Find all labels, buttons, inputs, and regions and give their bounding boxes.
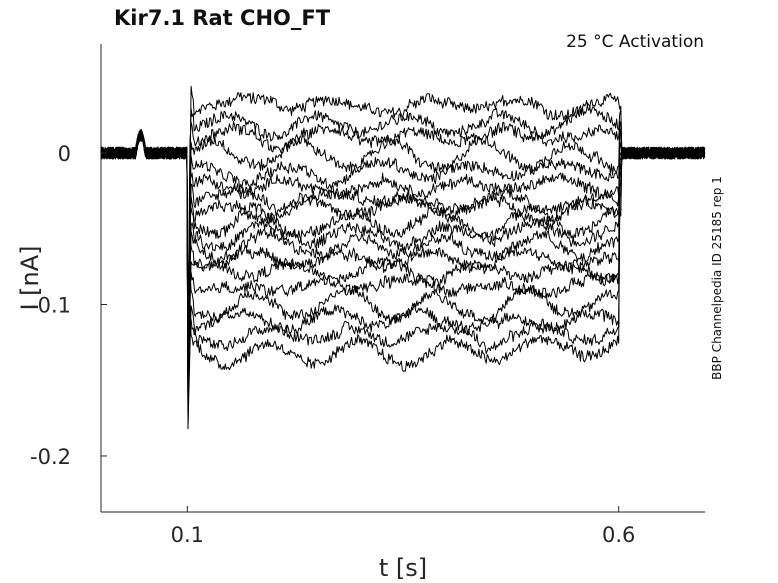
current-trace	[100, 128, 706, 370]
y-axis-label: I [nA]	[16, 245, 44, 310]
x-tick-label: 0.1	[171, 523, 204, 547]
y-ticks: 0 -0.1 -0.2	[30, 142, 107, 469]
traces	[100, 85, 706, 430]
current-trace	[100, 131, 706, 393]
current-trace	[100, 85, 706, 387]
y-tick-label: -0.2	[30, 445, 71, 469]
y-tick-label: -0.1	[30, 294, 71, 318]
x-axis-label: t [s]	[379, 554, 427, 582]
x-ticks: 0.1 0.6	[171, 506, 635, 547]
current-trace	[100, 121, 706, 397]
current-trace	[100, 135, 706, 366]
current-trace	[100, 129, 706, 350]
axes	[100, 44, 705, 513]
current-trace	[100, 132, 706, 420]
y-tick-label: 0	[58, 142, 71, 166]
current-trace	[100, 102, 706, 360]
current-trace	[100, 135, 705, 385]
channelpedia-id-label: BBP Channelpedia ID 25185 rep 1	[710, 176, 724, 380]
current-trace	[100, 131, 706, 375]
chart-title: Kir7.1 Rat CHO_FT	[114, 6, 331, 30]
chart-subtitle: 25 °C Activation	[566, 32, 704, 52]
current-trace	[100, 131, 706, 430]
x-tick-label: 0.6	[602, 523, 635, 547]
current-trace	[100, 132, 706, 378]
current-trace	[100, 129, 706, 402]
